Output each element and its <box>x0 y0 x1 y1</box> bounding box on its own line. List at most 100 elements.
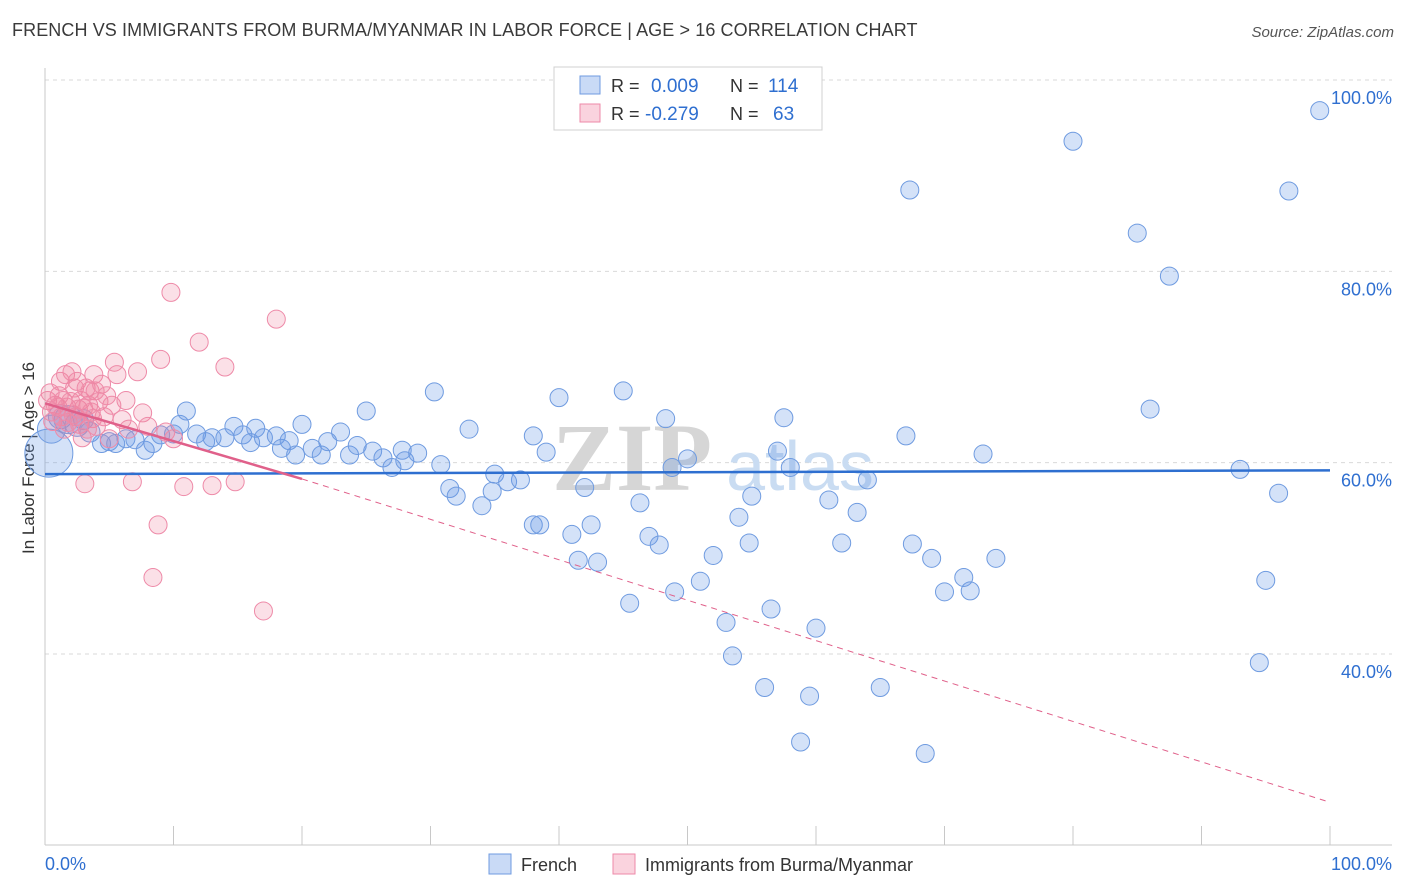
french-point <box>791 732 811 752</box>
watermark-atlas: atlas <box>726 427 874 505</box>
french-point <box>1140 399 1160 419</box>
watermark-zip: ZIP <box>552 404 712 511</box>
french-point <box>620 593 640 613</box>
legend-burma-swatch <box>612 853 636 875</box>
french-point <box>363 441 383 461</box>
french-point <box>536 442 556 462</box>
burma-point <box>202 476 222 496</box>
burma-point <box>102 395 122 415</box>
french-point <box>729 507 749 527</box>
french-point <box>1127 223 1147 243</box>
french-n-label: N = <box>730 76 759 96</box>
burma-point <box>174 477 194 497</box>
french-point <box>530 515 550 535</box>
french-point <box>780 457 800 477</box>
stats-legend-box <box>553 66 823 131</box>
burma-n-label: N = <box>730 104 759 124</box>
french-point <box>340 445 360 465</box>
y-tick-labels: 100.0% 80.0% 60.0% 40.0% <box>1331 88 1392 682</box>
stats-legend: R = 0.009 N = 114 R = -0.279 N = 63 <box>553 66 823 131</box>
french-point <box>164 424 183 444</box>
chart-title: FRENCH VS IMMIGRANTS FROM BURMA/MYANMAR … <box>12 20 918 40</box>
french-swatch <box>579 75 601 95</box>
french-point <box>761 599 781 619</box>
french-point <box>900 180 920 200</box>
burma-r-label: R = <box>611 104 640 124</box>
burma-point <box>266 309 286 329</box>
french-point <box>176 401 196 421</box>
french-point <box>902 534 922 554</box>
french-point <box>774 408 794 428</box>
y-axis-title: In Labor Force | Age > 16 <box>19 362 38 554</box>
burma-point <box>92 374 112 394</box>
french-r-value: 0.009 <box>651 76 699 97</box>
french-point <box>742 486 762 506</box>
french-point <box>459 419 479 439</box>
french-point <box>630 493 650 513</box>
french-point <box>562 524 582 544</box>
french-point <box>575 478 595 498</box>
french-point <box>246 418 266 438</box>
french-point <box>800 686 820 706</box>
french-point <box>446 486 466 506</box>
french-point <box>915 743 935 763</box>
french-point <box>1159 266 1179 286</box>
french-point <box>986 548 1006 568</box>
legend-french-label: French <box>521 855 577 875</box>
french-point <box>523 515 543 535</box>
burma-trend-line <box>44 402 303 481</box>
burma-point <box>43 412 63 432</box>
x-tick-label-max: 100.0% <box>1331 854 1392 874</box>
french-point <box>135 440 155 460</box>
french-point <box>549 388 569 408</box>
french-point <box>271 438 291 458</box>
burma-point <box>215 357 235 377</box>
french-point <box>440 478 460 498</box>
y-tick-label: 60.0% <box>1341 471 1392 491</box>
french-point <box>973 444 993 464</box>
burma-point <box>138 416 158 436</box>
burma-point <box>75 474 95 494</box>
french-point <box>847 502 867 522</box>
french-point <box>523 426 543 446</box>
burma-point <box>84 365 104 385</box>
french-point <box>832 533 852 553</box>
french-point <box>922 548 942 568</box>
french-point <box>722 646 742 666</box>
burma-point <box>104 352 124 372</box>
french-point <box>510 470 530 490</box>
french-point <box>1249 653 1269 673</box>
series-french-points <box>24 101 1330 763</box>
french-trend-line <box>44 469 1331 476</box>
burma-point <box>116 390 136 410</box>
burma-point <box>122 472 142 492</box>
french-point <box>678 449 697 469</box>
burma-point <box>148 515 168 535</box>
french-point <box>292 414 312 434</box>
burma-point <box>128 362 148 382</box>
legend-french-swatch <box>488 853 512 875</box>
french-point <box>1256 570 1276 590</box>
french-point <box>472 496 492 516</box>
legend-burma-label: Immigrants from Burma/Myanmar <box>645 855 913 875</box>
french-point <box>408 443 428 463</box>
french-point <box>241 433 261 453</box>
burma-point <box>107 365 127 385</box>
french-point <box>588 552 608 572</box>
x-axis-ticks <box>173 826 1331 845</box>
burma-point <box>161 282 181 302</box>
french-point <box>431 455 451 475</box>
french-point <box>960 581 980 601</box>
y-tick-label: 100.0% <box>1331 88 1392 108</box>
french-point <box>356 401 376 421</box>
french-point <box>690 571 710 591</box>
french-point <box>819 490 839 510</box>
french-point <box>482 481 502 501</box>
burma-point <box>97 386 117 406</box>
french-point <box>286 445 306 465</box>
french-point <box>656 409 676 429</box>
french-point <box>613 381 633 401</box>
french-point <box>767 441 787 461</box>
french-point <box>649 535 669 555</box>
